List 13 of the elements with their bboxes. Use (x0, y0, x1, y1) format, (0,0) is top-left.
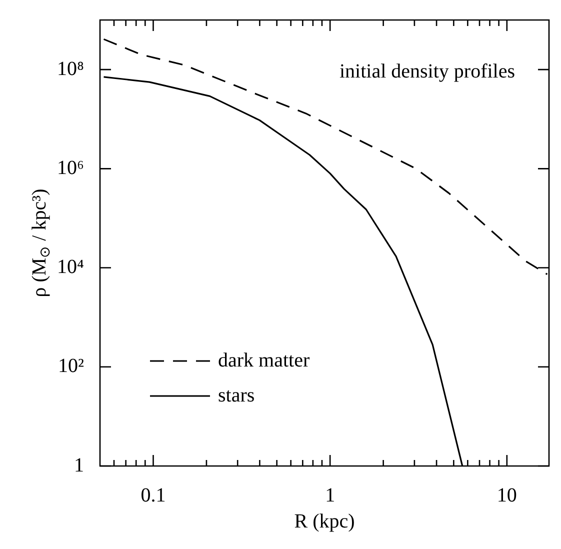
x-tick-label: 10 (496, 484, 517, 506)
legend-label: stars (218, 384, 255, 406)
x-axis-title: R (kpc) (294, 510, 355, 532)
y-axis-title: ρ (M⊙ / kpc³) (28, 188, 54, 298)
y-tick-label: 1 (74, 454, 84, 476)
y-tick-label: 10⁴ (57, 256, 84, 278)
x-tick-label: 1 (325, 484, 336, 506)
x-tick-label: 0.1 (140, 484, 166, 506)
y-tick-label: 10⁶ (57, 156, 84, 179)
y-tick-label: 10² (58, 355, 84, 378)
legend-label: dark matter (218, 349, 310, 372)
annotation: initial density profiles (339, 60, 516, 82)
y-tick-label: 10⁸ (57, 58, 84, 80)
